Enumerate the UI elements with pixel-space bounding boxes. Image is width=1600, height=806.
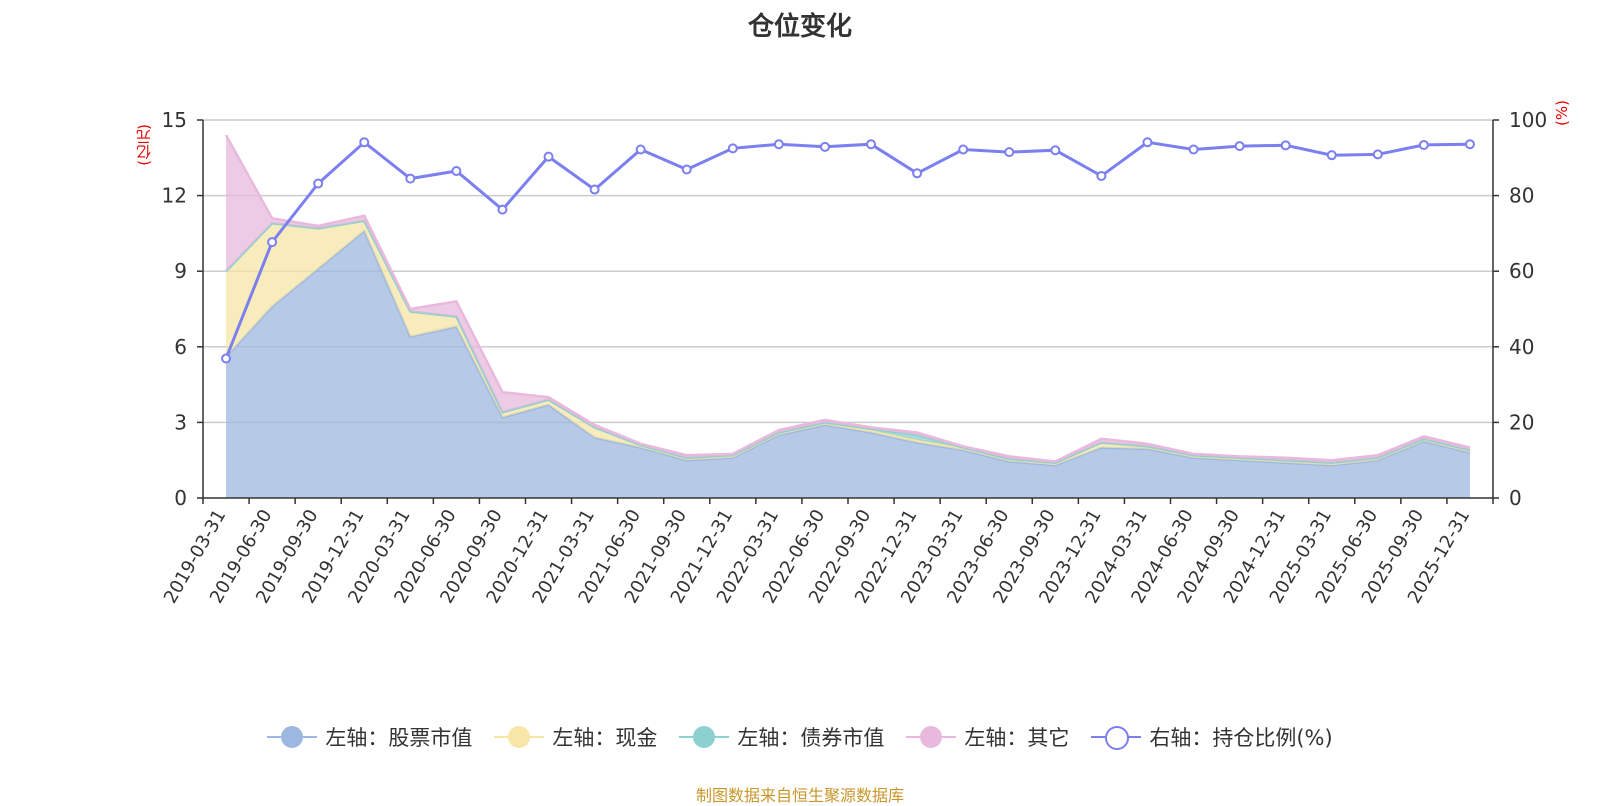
- area-左轴：股票市值: [226, 230, 1470, 498]
- left-axis-tick-label: 6: [174, 335, 187, 359]
- holding-ratio-point: [1280, 140, 1291, 151]
- legend-symbol-icon: [1091, 725, 1142, 750]
- holding-ratio-point: [1464, 139, 1475, 150]
- holding-ratio-point: [1372, 149, 1383, 160]
- holding-ratio-point: [267, 237, 278, 248]
- legend-label: 左轴：其它: [964, 726, 1070, 750]
- data-source-note: 制图数据来自恒生聚源数据库: [695, 786, 904, 805]
- left-axis-tick-label: 9: [174, 259, 187, 283]
- holding-ratio-point: [1326, 150, 1337, 161]
- holding-ratio-point: [1418, 139, 1429, 150]
- legend-symbol-icon: [679, 725, 730, 749]
- holding-ratio-point: [589, 184, 600, 195]
- legend-item[interactable]: 左轴：现金: [494, 722, 657, 752]
- holding-ratio-point: [773, 139, 784, 150]
- holding-ratio-point: [635, 144, 646, 155]
- legend-symbol-icon: [267, 725, 318, 749]
- right-axis-tick-label: 100: [1509, 108, 1547, 132]
- legend-label: 左轴：股票市值: [325, 726, 473, 750]
- area-edge-左轴：其它: [224, 134, 1471, 463]
- left-axis-tick-label: 15: [162, 108, 187, 132]
- holding-ratio-point: [543, 151, 554, 162]
- legend-item[interactable]: 右轴：持仓比例(%): [1091, 722, 1333, 752]
- line-holding-ratio: [224, 140, 1471, 360]
- holding-ratio-point: [1188, 144, 1199, 155]
- holding-ratio-point: [313, 178, 324, 189]
- plot-area: 036912150204060801002019-03-312019-06-30…: [160, 108, 1547, 607]
- holding-ratio-point: [405, 173, 416, 184]
- holding-ratio-point: [681, 164, 692, 175]
- right-axis-tick-label: 80: [1509, 184, 1534, 208]
- legend-symbol-icon: [906, 725, 957, 749]
- right-axis-tick-label: 20: [1509, 410, 1534, 434]
- holding-ratio-point: [958, 144, 969, 155]
- holding-ratio-point: [1096, 170, 1107, 181]
- chart-title: 仓位变化: [747, 12, 852, 42]
- legend-label: 左轴：现金: [552, 726, 658, 750]
- legend-label: 右轴：持仓比例(%): [1149, 726, 1333, 750]
- holding-ratio-point: [727, 143, 738, 154]
- holding-ratio-point: [912, 168, 923, 179]
- right-axis-tick-label: 60: [1509, 259, 1534, 283]
- legend-label: 左轴：债券市值: [737, 726, 885, 750]
- legend-item[interactable]: 左轴：其它: [906, 722, 1069, 752]
- legend: 左轴：股票市值 左轴：现金 左轴：债券市值 左轴：其它 右轴：持仓比例(%): [0, 722, 1600, 752]
- right-axis-tick-label: 40: [1509, 335, 1534, 359]
- holding-ratio-point: [221, 353, 232, 364]
- right-axis-tick-label: 0: [1509, 486, 1522, 510]
- holding-ratio-point: [1050, 145, 1061, 156]
- holding-ratio-point: [451, 166, 462, 177]
- legend-item[interactable]: 左轴：股票市值: [267, 722, 472, 752]
- holding-ratio-point: [1004, 147, 1015, 158]
- holding-ratio-point: [359, 137, 370, 148]
- holding-ratio-point: [819, 141, 830, 152]
- holding-ratio-point: [1234, 141, 1245, 152]
- holding-ratio-point: [866, 139, 877, 150]
- left-axis-tick-label: 3: [174, 410, 187, 434]
- left-axis-tick-label: 0: [174, 486, 187, 510]
- left-axis-tick-label: 12: [162, 184, 187, 208]
- legend-symbol-icon: [494, 725, 545, 749]
- legend-item[interactable]: 左轴：债券市值: [679, 722, 884, 752]
- holding-ratio-point: [497, 204, 508, 215]
- holding-ratio-point: [1142, 137, 1153, 148]
